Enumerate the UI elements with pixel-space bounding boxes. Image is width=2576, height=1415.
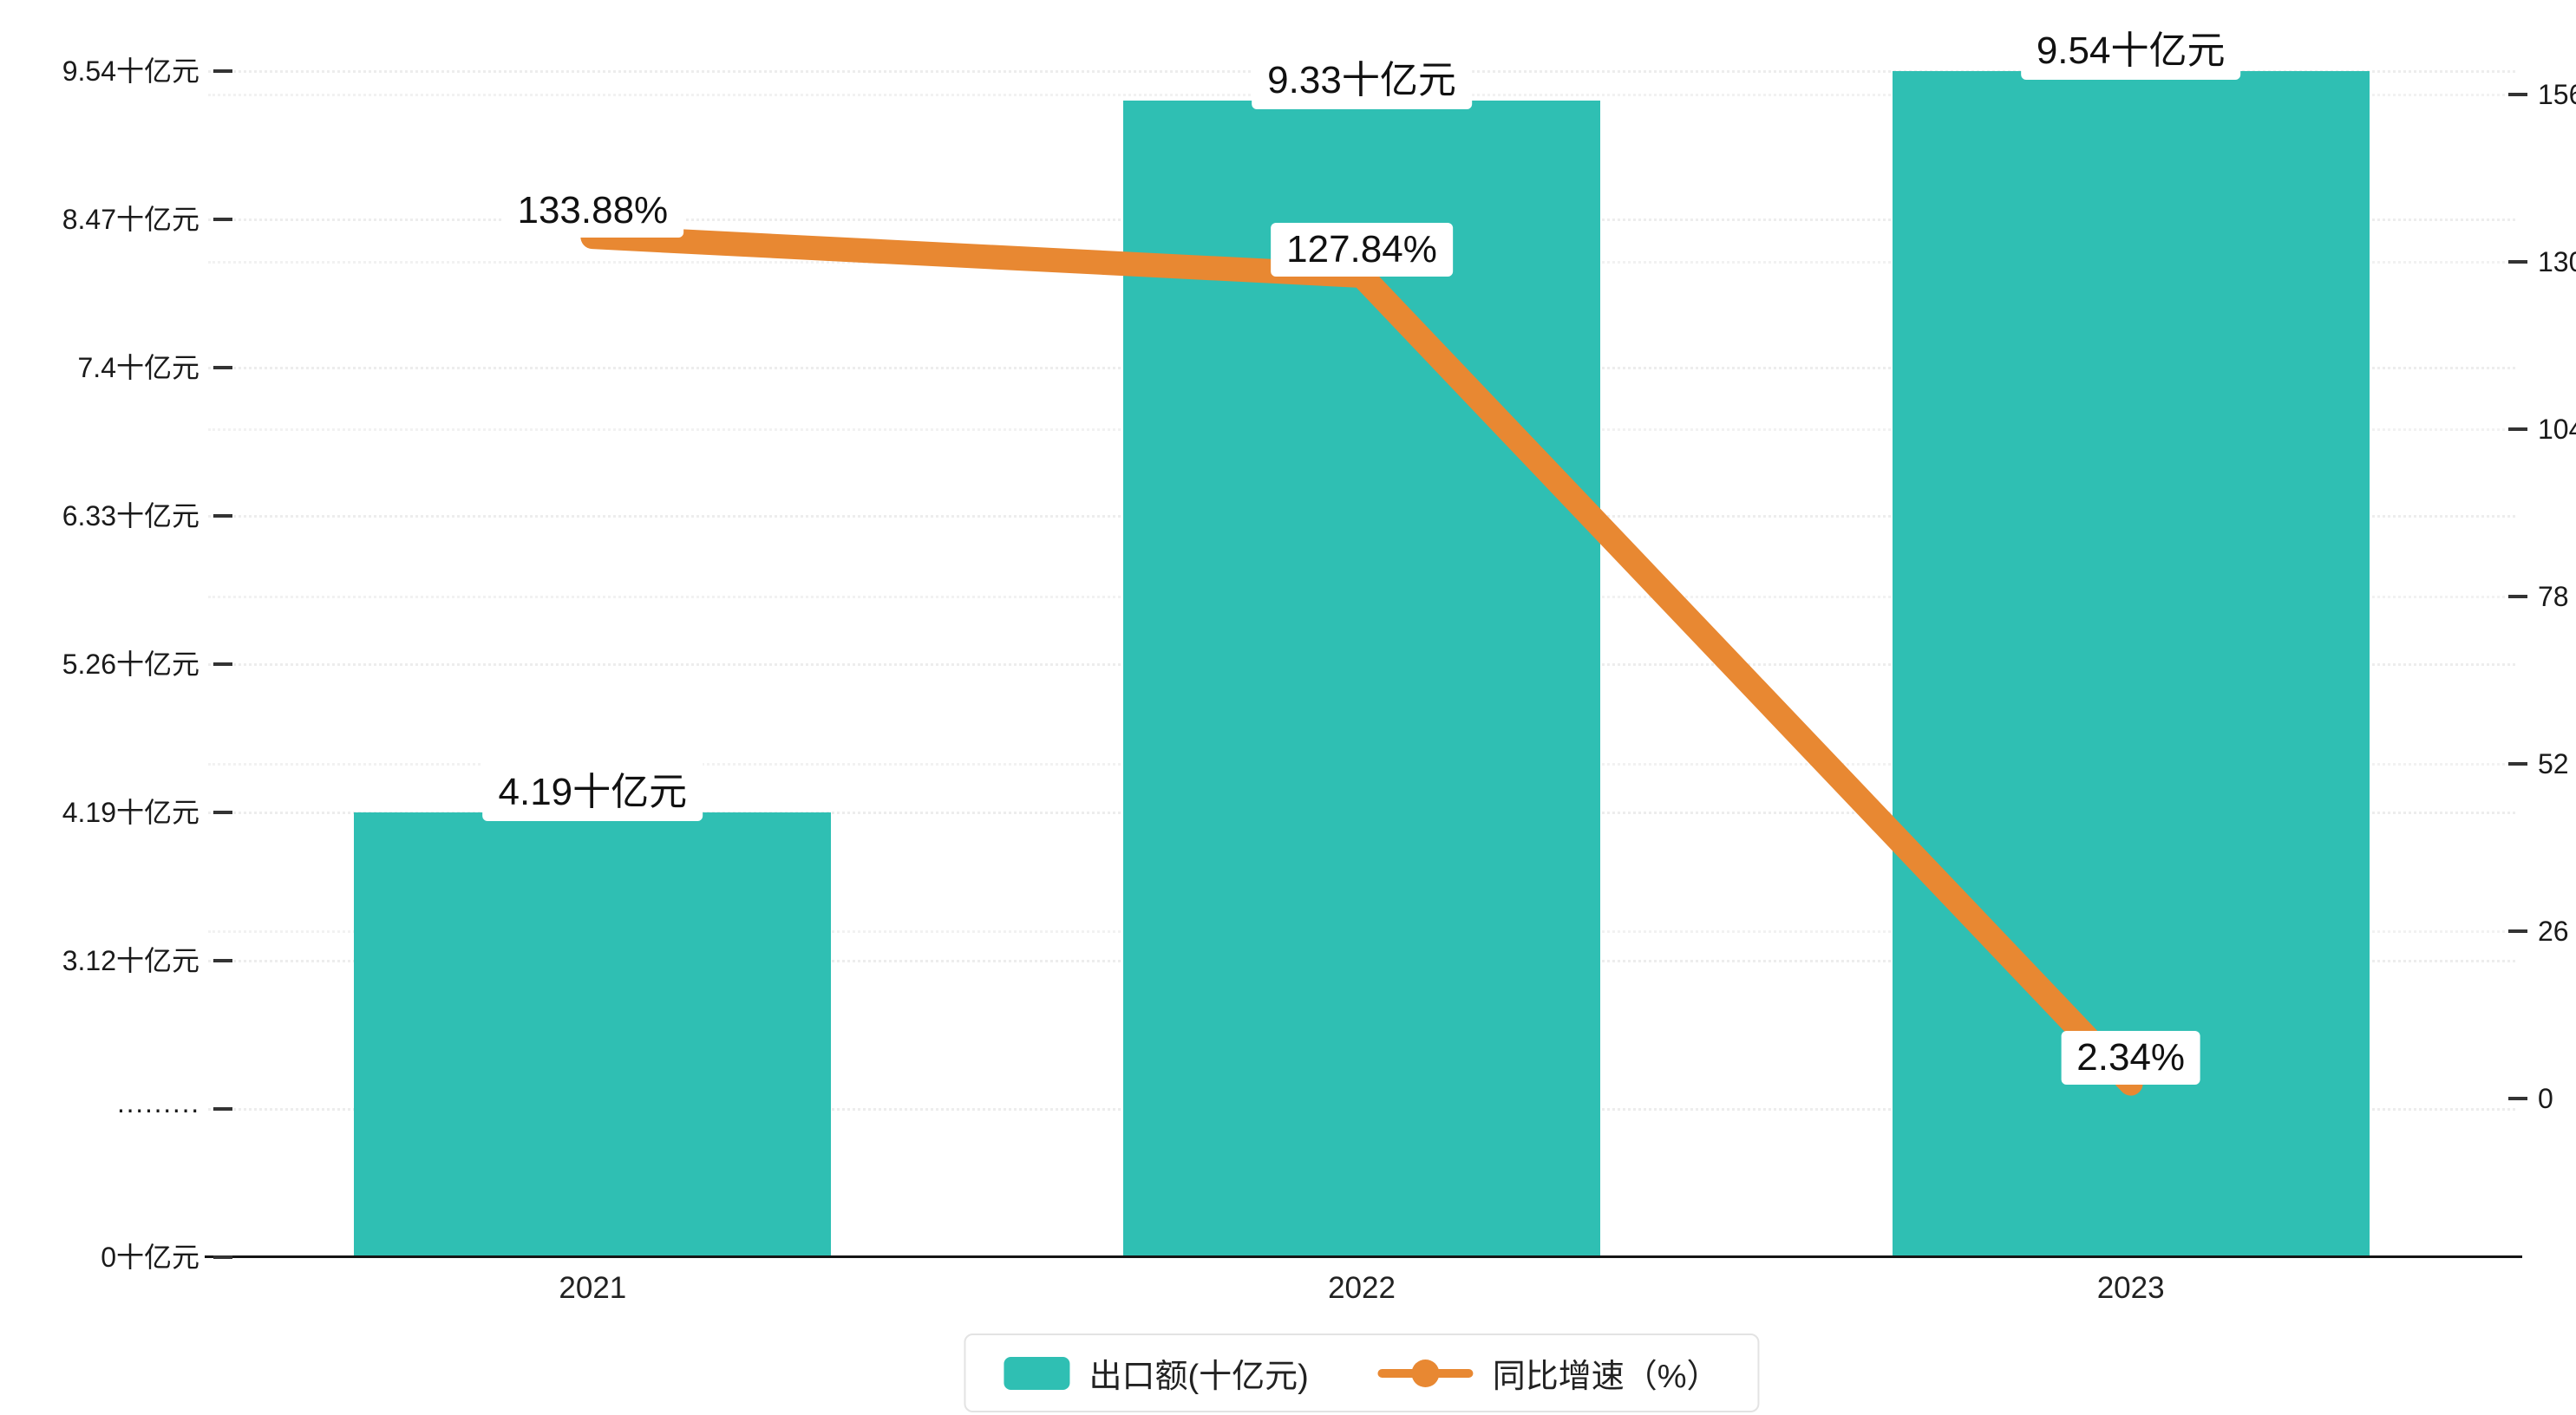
left-axis-tick-mark — [213, 366, 232, 369]
line-dot-icon — [1377, 1357, 1474, 1390]
right-axis-tick-label: 104 — [2538, 414, 2576, 445]
growth-line — [580, 225, 2143, 1096]
line-value-label: 133.88% — [501, 184, 684, 238]
x-axis-line — [205, 1255, 2522, 1258]
bar-swatch-icon — [1004, 1356, 1070, 1390]
left-axis-tick-label: 9.54十亿元 — [62, 55, 199, 87]
left-axis-tick-mark — [213, 811, 232, 814]
right-axis-tick-mark — [2508, 260, 2527, 264]
left-axis-tick-label: 6.33十亿元 — [62, 500, 199, 531]
right-axis-tick-label: 26 — [2538, 916, 2569, 947]
legend-item-1[interactable]: 同比增速（%） — [1377, 1349, 1720, 1397]
legend: 出口额(十亿元) 同比增速（%） — [964, 1333, 1760, 1412]
bar-2021 — [354, 812, 832, 1257]
right-axis-tick-label: 130 — [2538, 246, 2576, 277]
line-dot — [1411, 1359, 1440, 1387]
left-axis-tick-mark — [213, 1255, 232, 1259]
left-axis-tick-mark — [213, 662, 232, 666]
line-value-label: 127.84% — [1271, 223, 1453, 277]
left-axis-tick-label: 0十亿元 — [101, 1242, 199, 1273]
right-axis-tick-mark — [2508, 427, 2527, 431]
legend-item-0[interactable]: 出口额(十亿元) — [1004, 1349, 1309, 1397]
right-axis-tick-label: 0 — [2538, 1083, 2553, 1114]
left-axis-tick-label: 8.47十亿元 — [62, 204, 199, 235]
right-axis-tick-mark — [2508, 595, 2527, 598]
right-axis-tick-label: 156 — [2538, 79, 2576, 110]
left-axis-tick-mark — [213, 959, 232, 962]
line-value-label: 2.34% — [2061, 1030, 2201, 1085]
x-axis-label-2022: 2022 — [1328, 1271, 1396, 1305]
bar-value-label: 4.19十亿元 — [482, 755, 703, 821]
legend-label: 同比增速（%） — [1492, 1359, 1720, 1395]
right-axis-tick-mark — [2508, 1097, 2527, 1100]
left-axis-tick-mark — [213, 1107, 232, 1111]
right-axis-tick-label: 52 — [2538, 748, 2569, 779]
left-axis-tick-label: 5.26十亿元 — [62, 649, 199, 680]
left-axis-tick-label: ········· — [116, 1093, 199, 1125]
right-axis-tick-mark — [2508, 762, 2527, 766]
x-axis-label-2021: 2021 — [559, 1271, 627, 1305]
left-axis-tick-mark — [213, 218, 232, 221]
x-axis-label-2023: 2023 — [2096, 1271, 2165, 1305]
right-axis-tick-mark — [2508, 929, 2527, 933]
left-axis-tick-mark — [213, 514, 232, 518]
right-axis-tick-mark — [2508, 93, 2527, 96]
legend-label: 出口额(十亿元) — [1089, 1359, 1309, 1395]
left-axis-tick-mark — [213, 69, 232, 73]
bar-value-label: 9.33十亿元 — [1252, 42, 1472, 109]
left-axis-tick-label: 3.12十亿元 — [62, 945, 199, 976]
bar-value-label: 9.54十亿元 — [2020, 14, 2241, 80]
left-axis-tick-label: 7.4十亿元 — [77, 352, 200, 383]
left-axis-tick-label: 4.19十亿元 — [62, 797, 199, 828]
right-axis-tick-label: 78 — [2538, 581, 2569, 612]
